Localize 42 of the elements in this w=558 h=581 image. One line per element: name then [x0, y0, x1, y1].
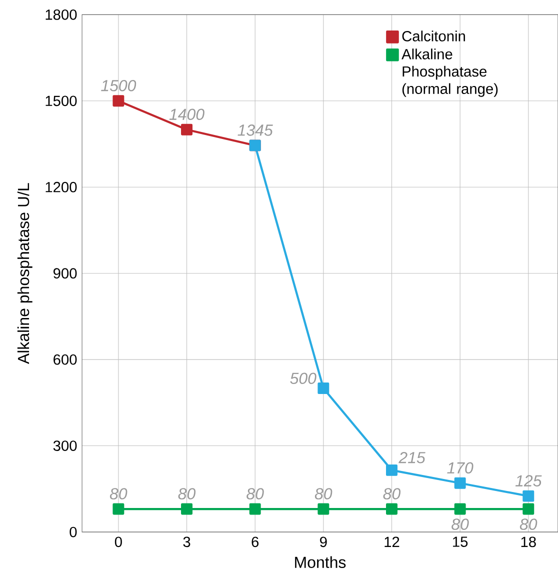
y-tick-label: 1800 — [46, 9, 77, 20]
data-label: 215 — [398, 452, 426, 464]
x-tick-label: 3 — [183, 536, 190, 548]
x-tick-label: 18 — [521, 536, 536, 548]
y-tick-label: 300 — [53, 440, 77, 451]
data-label: 80 — [452, 518, 469, 530]
point — [318, 503, 330, 515]
x-tick-label: 12 — [384, 536, 400, 547]
x-tick-label: 9 — [320, 536, 327, 548]
x-tick-label: 0 — [114, 536, 122, 548]
point — [522, 503, 534, 515]
y-tick-label: 1500 — [46, 96, 77, 106]
x-axis-title: Months — [295, 556, 346, 568]
data-label: 1345 — [238, 124, 273, 136]
x-tick-label: 6 — [252, 536, 259, 548]
legend-label: Calcitonin — [402, 30, 465, 42]
data-label: 125 — [515, 475, 542, 486]
data-label: 1500 — [101, 80, 136, 92]
point — [181, 124, 192, 136]
x-tick-label: 15 — [453, 536, 468, 547]
point — [112, 95, 124, 107]
point — [181, 503, 192, 515]
data-label: 500 — [290, 372, 316, 384]
point — [249, 503, 261, 515]
data-label: 80 — [246, 488, 264, 500]
data-label: 170 — [447, 462, 474, 474]
point — [454, 503, 466, 515]
y-tick-label: 1200 — [46, 182, 77, 192]
y-tick-label: 600 — [54, 354, 77, 365]
y-tick-label: 0 — [70, 526, 77, 538]
point — [386, 464, 398, 476]
data-label: 80 — [314, 488, 332, 500]
point — [522, 490, 534, 502]
point — [454, 477, 466, 489]
y-axis-title: Alkaline phosphatase U/L — [17, 183, 32, 364]
data-label: 80 — [520, 518, 538, 530]
y-tick-label: 900 — [54, 268, 77, 279]
point — [386, 503, 398, 515]
legend-label: Alkaline Phosphatase (normal range) — [402, 48, 498, 97]
data-label: 80 — [110, 488, 128, 500]
point — [112, 503, 124, 515]
point — [318, 382, 330, 394]
